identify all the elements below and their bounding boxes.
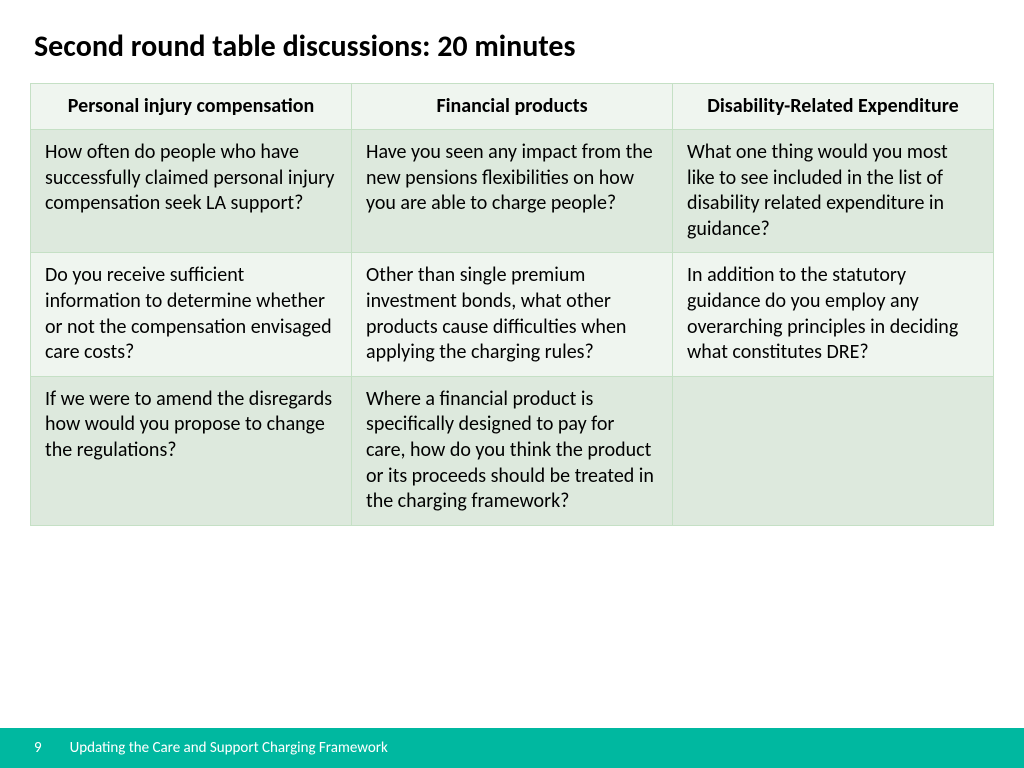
cell (673, 376, 994, 525)
slide-footer: 9 Updating the Care and Support Charging… (0, 728, 1024, 768)
page-title: Second round table discussions: 20 minut… (0, 0, 1024, 83)
table-row: How often do people who have successfull… (31, 130, 994, 253)
cell: Other than single premium investment bon… (352, 253, 673, 376)
col-header-personal-injury: Personal injury compensation (31, 84, 352, 130)
cell: In addition to the statutory guidance do… (673, 253, 994, 376)
col-header-financial-products: Financial products (352, 84, 673, 130)
page-number: 9 (0, 739, 70, 757)
discussion-table: Personal injury compensation Financial p… (30, 83, 994, 526)
table-row: If we were to amend the disregards how w… (31, 376, 994, 525)
cell: What one thing would you most like to se… (673, 130, 994, 253)
cell: If we were to amend the disregards how w… (31, 376, 352, 525)
table-row: Do you receive sufficient information to… (31, 253, 994, 376)
cell: Where a financial product is specificall… (352, 376, 673, 525)
col-header-disability-expenditure: Disability-Related Expenditure (673, 84, 994, 130)
table-header-row: Personal injury compensation Financial p… (31, 84, 994, 130)
cell: Do you receive sufficient information to… (31, 253, 352, 376)
footer-text: Updating the Care and Support Charging F… (70, 739, 388, 757)
cell: Have you seen any impact from the new pe… (352, 130, 673, 253)
discussion-table-container: Personal injury compensation Financial p… (0, 83, 1024, 526)
cell: How often do people who have successfull… (31, 130, 352, 253)
